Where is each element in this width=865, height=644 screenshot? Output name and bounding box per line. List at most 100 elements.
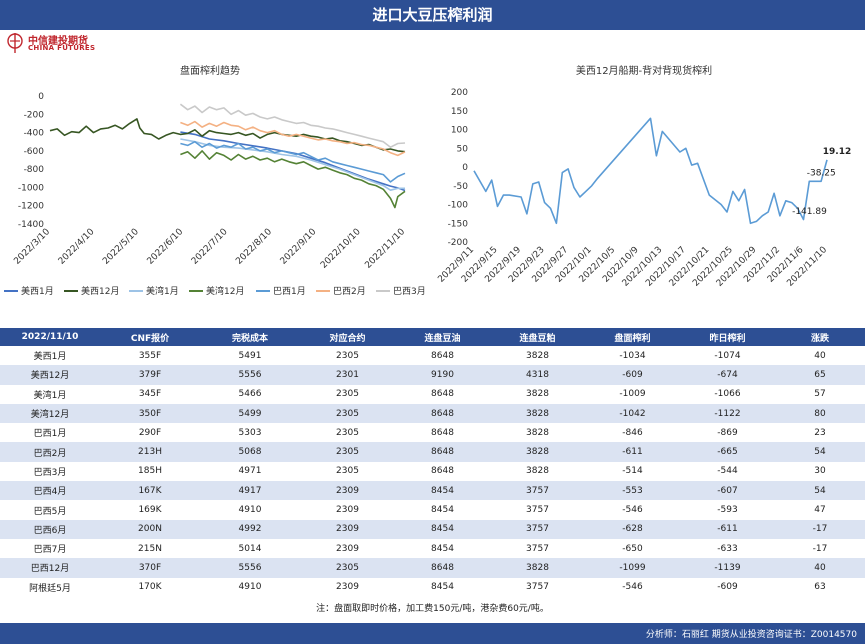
y-tick-label: -200: [448, 238, 469, 248]
legend-label-3: 美湾12月: [206, 285, 244, 297]
table-cell: 3828: [490, 384, 585, 404]
table-cell: 2305: [300, 558, 395, 578]
y-tick-label: -600: [24, 147, 45, 157]
table-cell: 8454: [395, 481, 490, 501]
table-cell: 3757: [490, 577, 585, 597]
table-cell: 290F: [100, 423, 200, 443]
table-cell: -611: [680, 519, 775, 539]
series-line-3: [180, 150, 406, 209]
table-cell: 23: [775, 423, 865, 443]
y-tick-label: -800: [24, 165, 45, 175]
y-tick-label: 0: [462, 163, 468, 173]
table-cell: 8648: [395, 461, 490, 482]
table-cell: 54: [775, 481, 865, 501]
y-tick-label: -50: [453, 182, 468, 192]
table-cell: 4910: [200, 577, 300, 597]
column-header: CNF报价: [100, 328, 200, 346]
column-header: 盘面榨利: [585, 328, 680, 346]
column-header: 连盘豆粕: [490, 328, 585, 346]
table-cell: 2309: [300, 519, 395, 539]
table-cell: -1042: [585, 403, 680, 424]
legend-label-1: 美西12月: [81, 285, 119, 297]
y-tick-label: -100: [448, 201, 469, 211]
table-cell: 8454: [395, 500, 490, 520]
table-cell: 54: [775, 442, 865, 462]
table-cell: 5556: [200, 365, 300, 385]
table-cell: -17: [775, 519, 865, 539]
table-cell: 170K: [100, 577, 200, 597]
right-chart-title: 美西12月船期-背对背现货榨利: [576, 64, 712, 77]
table-cell: 8648: [395, 423, 490, 443]
table-cell: 8648: [395, 558, 490, 578]
table-cell: -609: [585, 365, 680, 385]
table-row: 巴西1月 290F 5303 2305 8648 3828 -846 -869 23: [0, 423, 865, 443]
table-cell: 2309: [300, 500, 395, 520]
x-tick-label: 2022/3/10: [12, 227, 52, 267]
table-cell: 3828: [490, 346, 585, 366]
page-footer: 分析师：石丽红 期货从业投资咨询证书：Z0014570: [0, 623, 865, 644]
table-cell: 40: [775, 558, 865, 578]
table-cell: -1074: [680, 346, 775, 366]
x-tick-label: 2022/10/10: [319, 227, 363, 271]
table-cell: 345F: [100, 384, 200, 404]
table-cell: -593: [680, 500, 775, 520]
table-cell: 5556: [200, 558, 300, 578]
analyst-credit: 分析师：石丽红 期货从业投资咨询证书：Z0014570: [645, 630, 857, 640]
data-label: -38.25: [807, 168, 836, 178]
x-tick-label: 2022/6/10: [146, 227, 186, 267]
y-tick-label: -1200: [18, 202, 44, 212]
table-cell: -1066: [680, 384, 775, 404]
table-cell: 2305: [300, 384, 395, 404]
table-cell: 巴西2月: [0, 442, 100, 462]
table-cell: 3757: [490, 500, 585, 520]
table-cell: 8648: [395, 384, 490, 404]
table-row: 美西12月 379F 5556 2301 9190 4318 -609 -674 65: [0, 365, 865, 385]
table-cell: -1009: [585, 384, 680, 404]
table-cell: -553: [585, 481, 680, 501]
table-cell: 巴西6月: [0, 519, 100, 539]
table-cell: -674: [680, 365, 775, 385]
table-row: 巴西3月 185H 4971 2305 8648 3828 -514 -544 30: [0, 461, 865, 482]
series-line-6: [179, 103, 406, 148]
table-cell: -546: [585, 577, 680, 597]
table-cell: 美西12月: [0, 365, 100, 385]
table-cell: 370F: [100, 558, 200, 578]
table-cell: 80: [775, 403, 865, 424]
table-cell: 4318: [490, 365, 585, 385]
table-cell: 2301: [300, 365, 395, 385]
y-tick-label: 150: [451, 107, 468, 117]
legend-label-6: 巴西3月: [393, 286, 426, 297]
column-header: 2022/11/10: [0, 328, 100, 346]
table-cell: 2305: [300, 461, 395, 482]
table-cell: 2309: [300, 538, 395, 559]
table-row: 美湾1月 345F 5466 2305 8648 3828 -1009 -1066 57: [0, 384, 865, 404]
table-cell: 8454: [395, 577, 490, 597]
table-cell: 2305: [300, 346, 395, 366]
table-cell: 350F: [100, 403, 200, 424]
table-cell: 4910: [200, 500, 300, 520]
table-cell: 30: [775, 461, 865, 482]
table-row: 巴西12月 370F 5556 2305 8648 3828 -1099 -1139 40: [0, 558, 865, 578]
table-cell: 巴西12月: [0, 558, 100, 578]
table-row: 巴西5月 169K 4910 2309 8454 3757 -546 -593 47: [0, 500, 865, 520]
table-cell: -514: [585, 461, 680, 482]
column-header: 昨日榨利: [680, 328, 775, 346]
table-cell: 2309: [300, 481, 395, 501]
table-cell: 2305: [300, 442, 395, 462]
y-tick-label: -1400: [18, 220, 44, 230]
table-cell: 167K: [100, 481, 200, 501]
table-row: 巴西7月 215N 5014 2309 8454 3757 -650 -633 -17: [0, 538, 865, 559]
table-header-row: 2022/11/10 CNF报价 完税成本 对应合约 连盘豆油 连盘豆粕 盘面榨利 昨日榨利涨…: [0, 328, 865, 346]
table-cell: 巴西7月: [0, 538, 100, 559]
table-cell: 2305: [300, 423, 395, 443]
table-cell: 5303: [200, 423, 300, 443]
table-cell: 巴西5月: [0, 500, 100, 520]
table-cell: 5014: [200, 538, 300, 559]
logo-name-zh: 中信建投期货: [28, 36, 88, 47]
legend-label-0: 美西1月: [21, 285, 54, 297]
page-header: 进口大豆压榨利润: [0, 0, 865, 30]
right-line-chart: 美西12月船期-背对背现货榨利 200 150 100 50 0 -50 -100 -150 -…: [436, 64, 851, 289]
table-cell: 巴西3月: [0, 461, 100, 482]
table-cell: -544: [680, 461, 775, 482]
table-cell: 3828: [490, 423, 585, 443]
